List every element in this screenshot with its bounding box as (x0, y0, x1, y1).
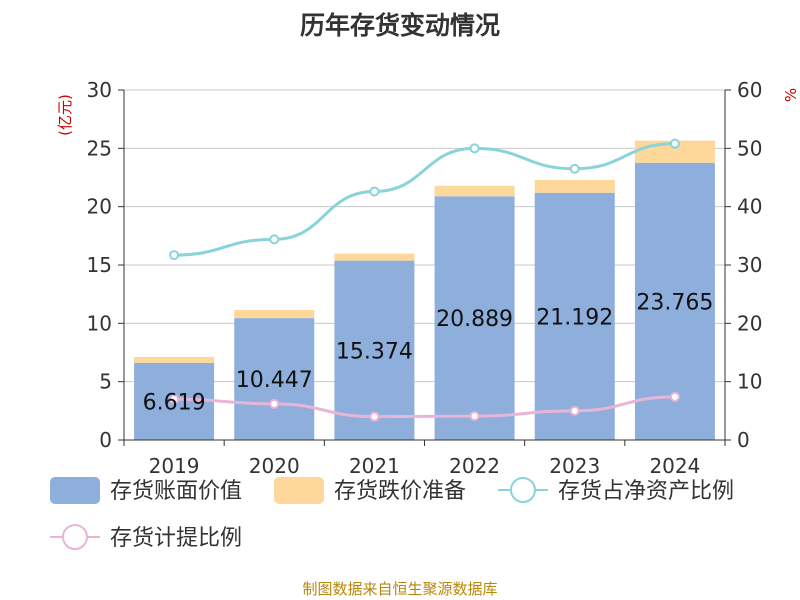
chart-title: 历年存货变动情况 (299, 11, 500, 40)
x-tick-label: 2024 (649, 454, 700, 478)
bar-存货账面价值 (434, 196, 515, 440)
y-right-axis-label: % (782, 88, 800, 102)
point-存货占净资产比例 (669, 138, 680, 149)
bar-value-label: 20.889 (436, 307, 513, 332)
bar-group (134, 140, 715, 440)
y-left-tick-label: 20 (87, 195, 112, 219)
y-left-tick-label: 10 (87, 311, 112, 335)
y-right-tick-label: 40 (737, 195, 762, 219)
y-left-axis-label: (亿元) (56, 94, 74, 136)
legend-label: 存货账面价值 (110, 479, 242, 504)
y-left-tick-label: 25 (87, 136, 112, 160)
x-tick-label: 2021 (349, 454, 400, 478)
legend-swatch (50, 477, 100, 504)
y-left-tick-label: 5 (99, 370, 112, 394)
point-存货计提比例 (469, 411, 480, 422)
y-right-tick-label: 0 (737, 428, 750, 452)
x-tick-label: 2022 (449, 454, 500, 478)
x-tick-label: 2019 (149, 454, 200, 478)
legend-swatch-marker (510, 477, 536, 503)
bar-value-label: 6.619 (143, 390, 206, 415)
point-存货计提比例 (169, 394, 180, 405)
bar-存货跌价准备 (234, 309, 315, 319)
point-存货计提比例 (269, 398, 280, 409)
point-存货占净资产比例 (169, 250, 180, 261)
bar-value-label: 15.374 (336, 339, 413, 364)
bar-value-label: 23.765 (636, 290, 713, 315)
bar-存货跌价准备 (134, 356, 215, 363)
legend-label: 存货占净资产比例 (558, 479, 734, 504)
y-right-tick-label: 60 (737, 78, 762, 102)
legend-swatch-marker (62, 524, 88, 550)
bar-存货账面价值 (334, 260, 415, 440)
axes: 0 5 10 15 20 25 30 0 10 20 30 40 50 60 2019 2020 2021 202… (56, 78, 800, 478)
line-存货计提比例 (174, 395, 675, 419)
y-right-tick-label: 10 (737, 370, 762, 394)
bar-存货账面价值 (534, 192, 615, 440)
point-存货计提比例 (569, 405, 580, 416)
bar-value-label: 21.192 (536, 305, 613, 330)
x-tick-label: 2023 (549, 454, 600, 478)
y-right-tick-label: 50 (737, 136, 762, 160)
y-left-tick-label: 30 (87, 78, 112, 102)
y-left-tick-label: 15 (87, 253, 112, 277)
data-labels: 6.619 10.447 15.374 20.889 21.192 23.765 (143, 290, 714, 415)
line-group (169, 138, 680, 422)
point-存货占净资产比例 (269, 234, 280, 245)
grid-lines (124, 89, 725, 383)
y-right-tick-label: 20 (737, 311, 762, 335)
legend-swatch (274, 477, 324, 504)
bar-存货跌价准备 (434, 185, 515, 197)
source-note: 制图数据来自恒生聚源数据库 (302, 580, 498, 598)
point-存货占净资产比例 (469, 143, 480, 154)
legend-label: 存货跌价准备 (334, 479, 466, 504)
x-tick-label: 2020 (249, 454, 300, 478)
bar-存货跌价准备 (534, 179, 615, 193)
bar-存货账面价值 (234, 318, 315, 440)
legend-label: 存货计提比例 (110, 526, 242, 551)
point-存货占净资产比例 (369, 186, 380, 197)
point-存货计提比例 (669, 391, 680, 402)
line-存货占净资产比例 (174, 142, 675, 257)
y-left-tick-label: 0 (99, 428, 112, 452)
bar-存货跌价准备 (334, 253, 415, 261)
bar-value-label: 10.447 (236, 368, 313, 393)
y-right-tick-label: 30 (737, 253, 762, 277)
point-存货占净资产比例 (569, 163, 580, 174)
point-存货计提比例 (369, 411, 380, 422)
